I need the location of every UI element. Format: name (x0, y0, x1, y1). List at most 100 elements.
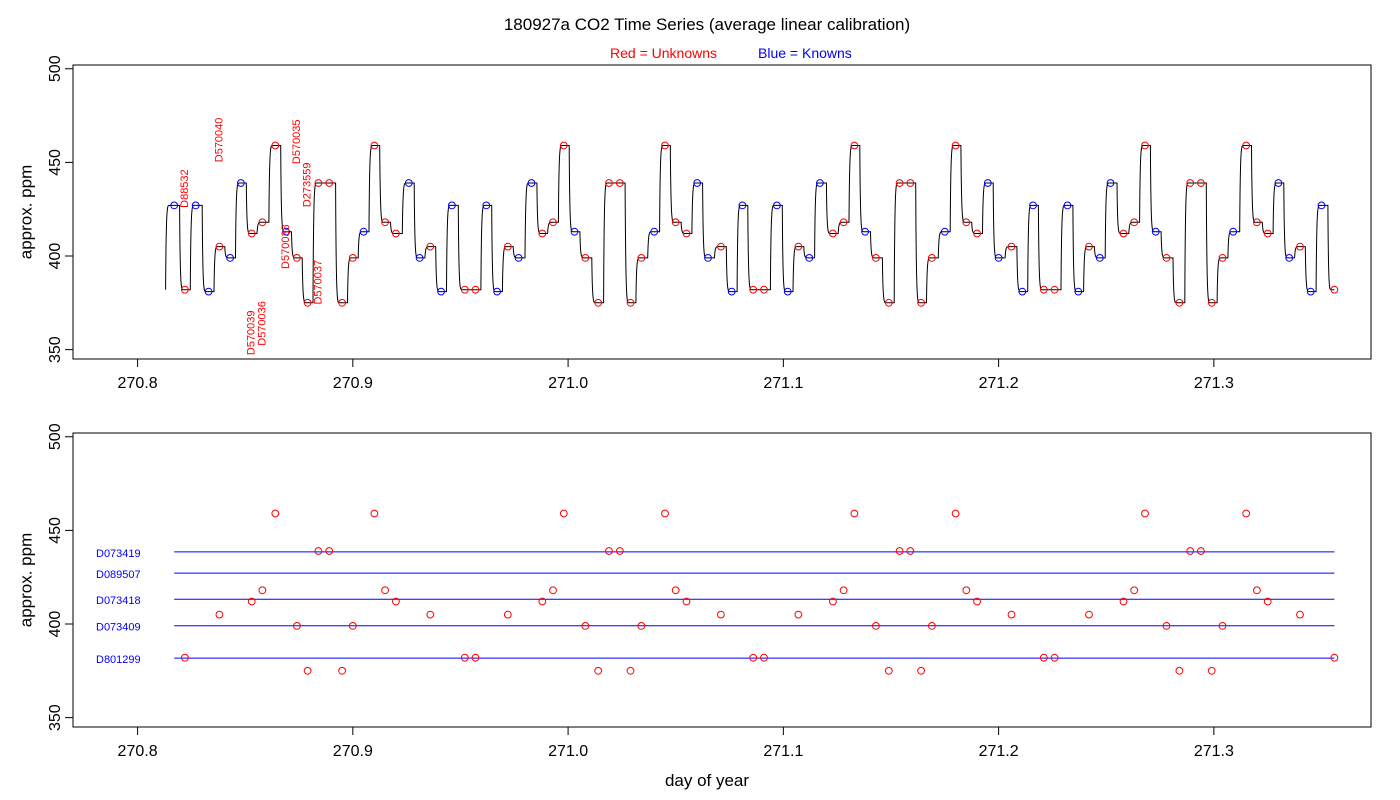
unknown-sample-marker (1162, 254, 1171, 262)
unknown-sample-marker (839, 218, 848, 227)
y-tick-label: 500 (47, 55, 64, 82)
x-tick-label: 271.2 (979, 375, 1019, 392)
unknown-point (615, 547, 624, 555)
unknown-point (884, 666, 893, 675)
y-tick-label: 450 (47, 149, 64, 176)
unknown-point (917, 666, 925, 675)
unknown-sample-marker (1119, 229, 1128, 238)
unknown-sample-marker (872, 254, 880, 262)
unknown-sample-marker (381, 218, 390, 227)
unknown-point (460, 653, 469, 662)
unknown-sample-marker (247, 229, 256, 238)
unknown-point (258, 586, 267, 595)
y-tick-label: 500 (47, 423, 64, 450)
y-tick-label: 450 (47, 517, 64, 544)
known-sample-marker (415, 254, 424, 262)
known-sample-marker (482, 201, 491, 210)
known-sample-marker (1095, 254, 1104, 262)
unknown-point (338, 666, 347, 675)
known-sample-marker (237, 179, 245, 187)
unknown-sample-marker (460, 285, 469, 294)
sample-id-annotation: D88532 (179, 169, 191, 208)
legend-unknowns-label: Unknowns (652, 45, 717, 61)
unknown-point (370, 509, 379, 518)
x-tick-label: 271.0 (548, 375, 588, 392)
unknown-point (215, 610, 224, 619)
standard-label: D073418 (96, 595, 141, 607)
legend-knowns-eq: = (786, 45, 802, 61)
unknown-sample-marker (928, 254, 936, 262)
unknown-point (1263, 597, 1272, 606)
unknown-sample-marker (962, 218, 971, 227)
unknown-point (1253, 586, 1261, 595)
known-sample-marker (1018, 287, 1027, 296)
unknown-sample-marker (1175, 298, 1184, 307)
unknown-sample-marker (338, 298, 347, 307)
legend-unknowns-prefix: Red (610, 45, 636, 61)
unknown-point (906, 547, 915, 555)
standard-label: D801299 (96, 654, 141, 666)
unknown-point (1162, 622, 1171, 630)
unknown-point (1050, 653, 1059, 662)
known-sample-marker (1074, 287, 1083, 296)
bottom-panel: 270.8 270.9 271.0 271.1 271.2 271.3 350 400 450 5… (16, 423, 1372, 760)
unknown-point (973, 597, 981, 606)
unknown-sample-marker (1253, 218, 1261, 227)
unknown-sample-marker (884, 298, 893, 307)
x-axis-label: day of year (665, 771, 749, 790)
unknown-point (951, 509, 960, 518)
unknown-sample-marker (258, 218, 267, 227)
known-sample-marker (170, 201, 179, 210)
known-sample-marker (437, 287, 446, 296)
unknown-point (247, 597, 256, 606)
unknown-sample-marker (426, 242, 435, 251)
known-sample-marker (226, 254, 235, 262)
unknown-sample-marker (973, 229, 981, 238)
sample-id-annotation: D570038 (280, 224, 292, 269)
unknown-point (839, 586, 848, 595)
unknown-sample-marker (303, 298, 312, 307)
unknown-point (682, 597, 691, 606)
unknown-point (1242, 509, 1251, 518)
unknown-sample-marker (1296, 242, 1304, 251)
unknown-point (1175, 666, 1184, 675)
unknown-sample-marker (749, 285, 758, 294)
unknown-point (559, 509, 568, 518)
unknown-sample-marker (951, 141, 960, 150)
unknown-sample-marker (549, 218, 557, 227)
x-tick-label: 271.0 (548, 743, 588, 760)
unknown-sample-marker (1263, 229, 1272, 238)
unknown-sample-marker (1218, 254, 1227, 262)
unknown-point (794, 610, 803, 619)
unknown-point (314, 547, 323, 555)
unknown-sample-marker (503, 242, 512, 251)
unknown-sample-marker (1197, 179, 1205, 187)
unknown-point (1039, 653, 1048, 662)
unknown-sample-marker (717, 242, 725, 251)
unknown-point (503, 610, 512, 619)
known-sample-marker (738, 201, 747, 210)
unknown-sample-marker (626, 298, 635, 307)
unknown-point (426, 610, 435, 619)
legend-unknowns: Red = Unknowns (610, 45, 717, 61)
unknown-sample-marker (917, 298, 925, 307)
known-sample-marker (994, 254, 1003, 262)
known-sample-marker (1229, 227, 1238, 236)
unknown-point (1141, 509, 1149, 518)
known-sample-marker (1317, 201, 1326, 210)
x-tick-label: 271.2 (979, 743, 1019, 760)
unknown-point (381, 586, 390, 595)
unknown-sample-marker (1330, 285, 1339, 294)
unknown-sample-marker (682, 229, 691, 238)
sample-id-annotation: D570035 (291, 119, 303, 164)
unknown-point (594, 666, 603, 675)
known-sample-marker (282, 227, 291, 236)
known-sample-marker (650, 227, 659, 236)
known-sample-marker (404, 179, 413, 187)
y-tick-label: 400 (47, 243, 64, 270)
unknown-sample-marker (1186, 179, 1195, 187)
unknown-sample-marker (1007, 242, 1016, 251)
known-sample-marker (359, 227, 368, 236)
unknown-point (895, 547, 904, 555)
